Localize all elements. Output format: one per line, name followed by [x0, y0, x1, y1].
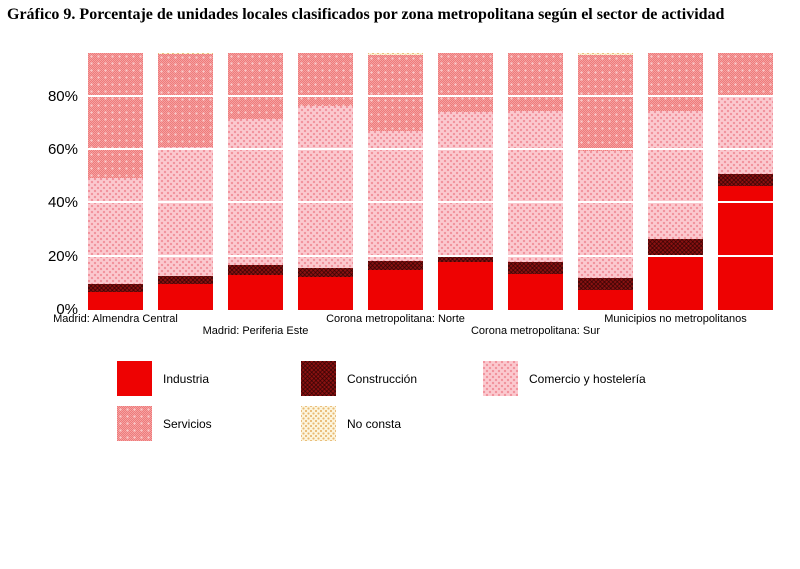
- bar-segment: [718, 95, 773, 175]
- bar-segment: [368, 53, 423, 55]
- legend-item-servicios: Servicios: [117, 406, 212, 441]
- gridline: [88, 201, 784, 204]
- bar-segment: [298, 105, 353, 268]
- legend-swatch-construccion: [301, 361, 336, 396]
- bar-segment: [718, 174, 773, 186]
- bar-segment: [158, 54, 213, 148]
- bar-segment: [298, 276, 353, 310]
- bar-segment: [648, 257, 703, 310]
- bar: [88, 53, 143, 310]
- x-axis-label: Madrid: Almendra Central: [53, 313, 178, 325]
- legend-swatch-comercio: [483, 361, 518, 396]
- gridline: [88, 147, 784, 150]
- bar-segment: [158, 147, 213, 276]
- legend-label-servicios: Servicios: [163, 416, 212, 431]
- bar-segment: [88, 53, 143, 178]
- bar-segment: [228, 53, 283, 120]
- x-axis-label: Municipios no metropolitanos: [604, 313, 747, 325]
- bar-segment: [228, 119, 283, 266]
- x-axis-label: Corona metropolitana: Sur: [470, 325, 600, 337]
- bar-segment: [158, 275, 213, 285]
- bar: [368, 53, 423, 310]
- bar-segment: [228, 275, 283, 310]
- y-axis-tick-label: 20%: [47, 247, 78, 265]
- bar-segment: [648, 238, 703, 258]
- legend-label-comercio: Comercio y hostelería: [529, 371, 646, 386]
- bar-segment: [368, 261, 423, 271]
- legend-item-comercio: Comercio y hostelería: [483, 361, 646, 396]
- bar-segment: [438, 111, 493, 256]
- bar-segment: [508, 110, 563, 263]
- bar-segment: [438, 255, 493, 263]
- bar: [508, 53, 563, 310]
- bar-segment: [438, 262, 493, 310]
- legend-item-industria: Industria: [117, 361, 209, 396]
- plot-area: [88, 53, 784, 310]
- bar-segment: [508, 53, 563, 111]
- bar: [718, 53, 773, 310]
- bar-segment: [718, 53, 773, 96]
- y-axis-tick-label: 0%: [56, 301, 78, 318]
- legend-label-construccion: Construcción: [347, 371, 418, 386]
- bar-segment: [368, 270, 423, 310]
- bar-segment: [158, 284, 213, 310]
- bar: [438, 53, 493, 310]
- legend-label-noconsta: No consta: [347, 416, 402, 431]
- bar-segment: [88, 292, 143, 310]
- bar-segment: [578, 54, 633, 152]
- legend-swatch-servicios: [117, 406, 152, 441]
- bar-segment: [648, 110, 703, 239]
- bar: [578, 53, 633, 310]
- gridline: [88, 94, 784, 97]
- bar: [298, 53, 353, 310]
- bar: [158, 53, 213, 310]
- bar-segment: [298, 53, 353, 106]
- bar-segment: [578, 53, 633, 55]
- bar-segment: [648, 53, 703, 111]
- x-axis-label: Madrid: Periferia Este: [202, 325, 309, 337]
- y-axis-tick-label: 60%: [47, 140, 78, 158]
- legend-label-industria: Industria: [163, 371, 210, 386]
- bar: [228, 53, 283, 310]
- bar-segment: [718, 185, 773, 310]
- legend-swatch-noconsta: [301, 406, 336, 441]
- bar-segment: [578, 151, 633, 279]
- legend-item-noconsta: No consta: [301, 406, 401, 441]
- y-axis-tick-label: 40%: [47, 194, 78, 212]
- chart-title: Gráfico 9. Porcentaje de unidades locale…: [7, 6, 725, 23]
- bar-segment: [578, 289, 633, 310]
- bar-segment: [368, 54, 423, 132]
- bar-segment: [508, 262, 563, 275]
- bar-segment: [228, 265, 283, 276]
- gridline: [88, 254, 784, 257]
- bar-segment: [578, 278, 633, 290]
- bar-segment: [438, 53, 493, 112]
- legend-item-construccion: Construcción: [301, 361, 417, 396]
- bar-segment: [368, 131, 423, 262]
- legend-swatch-industria: [117, 361, 152, 396]
- bar-segment: [508, 274, 563, 310]
- bar-segment: [298, 267, 353, 277]
- bar: [648, 53, 703, 310]
- bar-segment: [88, 284, 143, 293]
- y-axis-tick-label: 80%: [47, 87, 78, 105]
- bar-segment: [158, 53, 213, 55]
- x-axis-label: Corona metropolitana: Norte: [326, 313, 465, 325]
- bar-segment: [88, 177, 143, 285]
